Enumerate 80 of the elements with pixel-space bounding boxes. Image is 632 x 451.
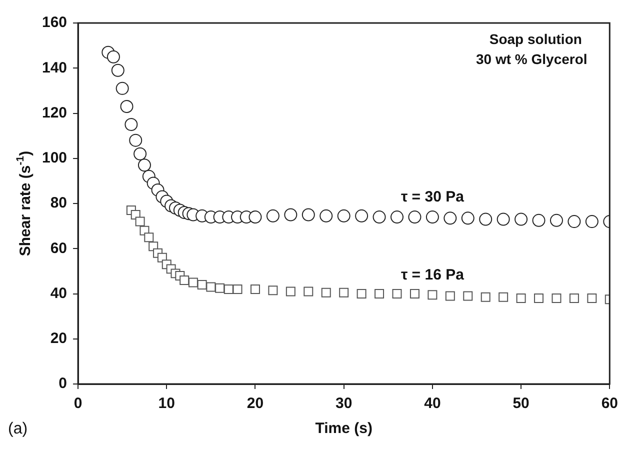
- x-tick-label: 40: [424, 395, 441, 412]
- x-tick-label: 10: [158, 395, 175, 412]
- point: [302, 208, 315, 222]
- point: [215, 283, 225, 293]
- point: [116, 82, 129, 95]
- x-axis-title: Time (s): [315, 420, 372, 438]
- point: [135, 216, 145, 226]
- point: [138, 158, 151, 172]
- point: [355, 209, 368, 222]
- point: [410, 289, 420, 298]
- point: [248, 210, 262, 224]
- y-tick-label: 120: [42, 104, 68, 122]
- y-tick-label: 160: [42, 14, 68, 32]
- point: [188, 278, 198, 288]
- point: [550, 214, 563, 227]
- point: [496, 212, 510, 226]
- point: [106, 50, 120, 64]
- point: [408, 210, 422, 224]
- point: [444, 212, 457, 225]
- y-tick-label: 60: [50, 240, 68, 257]
- x-tick-label: 30: [336, 395, 352, 412]
- point: [304, 286, 314, 296]
- point: [516, 294, 526, 304]
- x-tick-label: 60: [601, 395, 618, 412]
- point: [426, 210, 439, 224]
- point: [372, 210, 386, 224]
- point: [250, 284, 260, 294]
- point: [180, 275, 190, 285]
- point: [585, 215, 598, 228]
- point: [463, 291, 473, 301]
- point: [224, 284, 234, 294]
- point: [134, 147, 147, 160]
- text: (a): [8, 420, 28, 438]
- point: [569, 294, 579, 304]
- point: [514, 212, 528, 226]
- point: [232, 284, 242, 294]
- point: [534, 294, 544, 304]
- y-tick-label: 20: [50, 330, 68, 348]
- x-tick-label: 0: [74, 395, 82, 412]
- point: [111, 64, 124, 77]
- point: [480, 292, 490, 302]
- point: [124, 118, 138, 132]
- point: [129, 134, 142, 147]
- point: [339, 288, 349, 298]
- point: [461, 212, 474, 225]
- point: [498, 292, 508, 302]
- point: [356, 289, 366, 298]
- point: [532, 214, 546, 227]
- annotation: Soap solution: [489, 30, 582, 47]
- point: [266, 209, 280, 222]
- point: [445, 291, 455, 301]
- y-tick-label: 100: [42, 150, 68, 167]
- point: [144, 232, 154, 242]
- point: [390, 210, 404, 224]
- point: [337, 209, 350, 222]
- point: [320, 209, 333, 222]
- point: [120, 100, 134, 113]
- point: [268, 286, 278, 296]
- x-tick-label: 50: [512, 395, 530, 412]
- point: [392, 289, 402, 298]
- series-label: τ = 16 Pa: [400, 266, 465, 284]
- point: [568, 215, 581, 228]
- point: [374, 289, 384, 298]
- series-label: τ = 30 Pa: [400, 188, 465, 206]
- point: [197, 280, 207, 290]
- point: [321, 288, 331, 298]
- point: [284, 208, 298, 222]
- y-axis-title: Shear rate (s-1): [14, 150, 34, 256]
- y-tick-label: 80: [50, 194, 68, 212]
- y-tick-label: 40: [50, 284, 68, 302]
- point: [552, 294, 562, 304]
- point: [479, 212, 492, 226]
- y-tick-label: 140: [42, 59, 68, 76]
- point: [428, 290, 438, 300]
- point: [587, 294, 597, 304]
- annotation: 30 wt % Glycerol: [476, 50, 588, 67]
- x-tick-label: 20: [246, 395, 264, 412]
- y-tick-label: 0: [58, 375, 68, 392]
- point: [206, 282, 216, 292]
- point: [286, 286, 296, 296]
